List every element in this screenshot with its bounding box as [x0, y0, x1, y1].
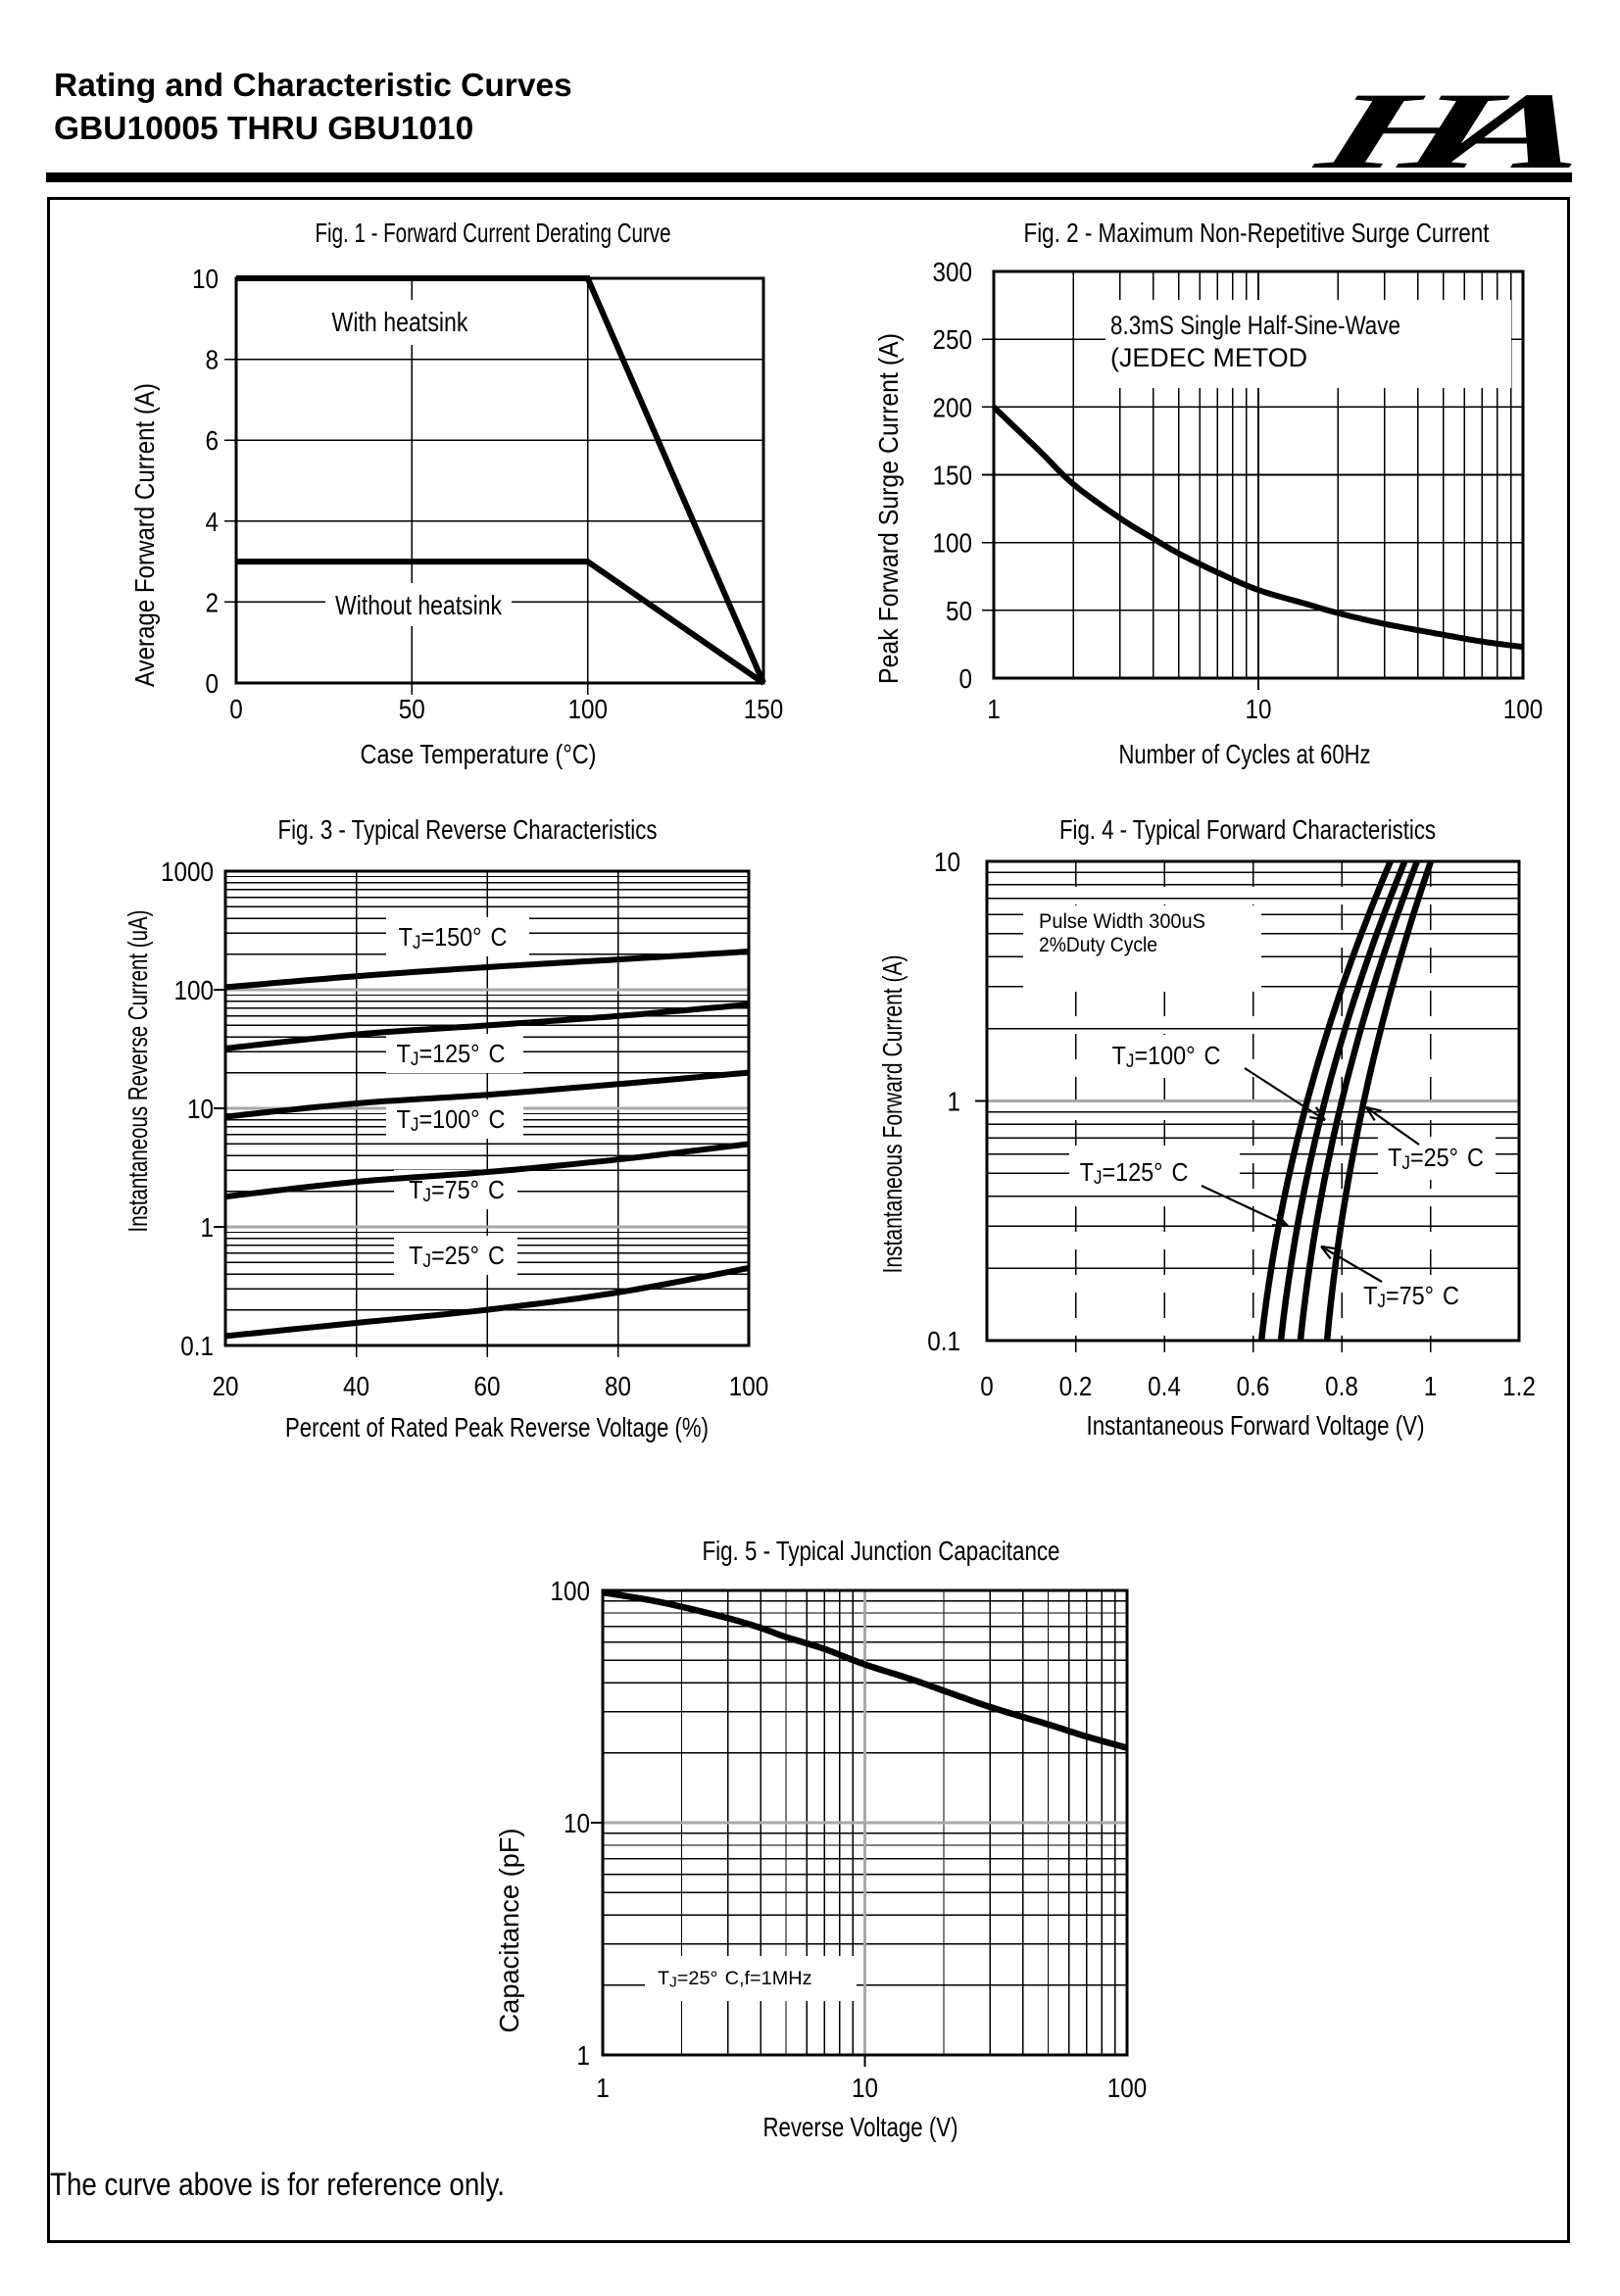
svg-text:4: 4 — [205, 506, 219, 537]
svg-text:100: 100 — [1107, 2072, 1147, 2103]
svg-text:Number of Cycles at 60Hz: Number of Cycles at 60Hz — [1119, 739, 1371, 769]
svg-text:300: 300 — [933, 256, 972, 287]
svg-text:0: 0 — [958, 662, 972, 694]
svg-text:1: 1 — [987, 693, 1001, 724]
svg-text:1: 1 — [1424, 1370, 1438, 1401]
svg-text:6: 6 — [205, 425, 219, 457]
svg-text:Fig. 3 - Typical Reverse Chara: Fig. 3 - Typical Reverse Characteristics — [278, 814, 658, 845]
svg-text:Fig. 2 - Maximum Non-Repetitiv: Fig. 2 - Maximum Non-Repetitive Surge Cu… — [1024, 218, 1490, 248]
svg-text:Instantaneous Forward Current: Instantaneous Forward Current (A) — [877, 955, 908, 1274]
svg-text:Case Temperature (°C): Case Temperature (°C) — [361, 739, 597, 769]
svg-text:100: 100 — [1503, 693, 1543, 724]
svg-text:1000: 1000 — [161, 855, 214, 887]
svg-text:0.8: 0.8 — [1325, 1370, 1358, 1401]
svg-text:Fig. 5 - Typical Junction Capa: Fig. 5 - Typical Junction Capacitance — [703, 1536, 1060, 1566]
svg-text:Reverse Voltage (V): Reverse Voltage (V) — [763, 2112, 958, 2142]
svg-text:Instantaneous Reverse Current: Instantaneous Reverse Current (uA) — [123, 910, 153, 1233]
svg-text:1: 1 — [576, 2039, 590, 2071]
svg-text:8: 8 — [205, 344, 219, 375]
svg-text:50: 50 — [946, 595, 972, 626]
svg-text:100: 100 — [933, 527, 972, 559]
svg-text:2: 2 — [205, 587, 219, 618]
svg-text:Percent of Rated Peak Reverse: Percent of Rated Peak Reverse Voltage (%… — [285, 1412, 709, 1442]
svg-text:1: 1 — [947, 1086, 960, 1117]
svg-text:200: 200 — [933, 392, 972, 423]
svg-text:(JEDEC METOD: (JEDEC METOD — [1110, 343, 1307, 372]
svg-text:0: 0 — [229, 693, 243, 724]
svg-text:With heatsink: With heatsink — [332, 307, 469, 337]
svg-text:Average Forward Current (A): Average Forward Current (A) — [129, 383, 160, 687]
svg-text:150: 150 — [744, 693, 783, 724]
svg-text:Peak Forward Surge Current (A): Peak Forward Surge Current (A) — [873, 333, 904, 684]
svg-text:0.2: 0.2 — [1059, 1370, 1093, 1401]
svg-text:80: 80 — [605, 1370, 631, 1401]
svg-text:0.1: 0.1 — [927, 1325, 960, 1356]
svg-text:10: 10 — [1246, 693, 1272, 724]
svg-text:150: 150 — [933, 460, 972, 491]
svg-text:0: 0 — [205, 667, 219, 699]
svg-text:0.6: 0.6 — [1237, 1370, 1270, 1401]
svg-text:0.4: 0.4 — [1148, 1370, 1181, 1401]
svg-text:1: 1 — [596, 2072, 610, 2103]
svg-text:100: 100 — [174, 974, 214, 1005]
svg-text:Without heatsink: Without heatsink — [335, 590, 503, 620]
svg-text:10: 10 — [852, 2072, 878, 2103]
svg-text:Pulse Width 300uS: Pulse Width 300uS — [1039, 910, 1205, 933]
svg-text:50: 50 — [399, 693, 425, 724]
svg-text:100: 100 — [551, 1575, 590, 1606]
svg-text:Fig. 1 - Forward Current Derat: Fig. 1 - Forward Current Derating Curve — [316, 218, 671, 248]
svg-text:0.1: 0.1 — [180, 1330, 214, 1361]
svg-text:20: 20 — [213, 1370, 239, 1401]
svg-text:250: 250 — [933, 324, 972, 356]
svg-text:1.2: 1.2 — [1502, 1370, 1536, 1401]
svg-text:10: 10 — [192, 263, 219, 294]
svg-text:TJ=25°C,f=1MHz: TJ=25° C,f=1MHz — [658, 1968, 812, 1990]
svg-text:GBU10005 THRU GBU1010: GBU10005 THRU GBU1010 — [54, 111, 473, 147]
svg-text:0: 0 — [980, 1370, 994, 1401]
svg-text:60: 60 — [474, 1370, 501, 1401]
svg-text:10: 10 — [187, 1093, 214, 1124]
svg-text:10: 10 — [934, 846, 960, 877]
svg-text:Fig. 4 - Typical Forward Chara: Fig. 4 - Typical Forward Characteristics — [1059, 814, 1436, 845]
svg-text:100: 100 — [567, 693, 607, 724]
svg-text:100: 100 — [729, 1370, 768, 1401]
svg-text:2%Duty Cycle: 2%Duty Cycle — [1039, 934, 1157, 956]
svg-text:Rating and Characteristic Curv: Rating and Characteristic Curves — [54, 68, 572, 104]
svg-text:The curve above is for referen: The curve above is for reference only. — [50, 2167, 505, 2202]
svg-text:1: 1 — [200, 1211, 214, 1243]
svg-text:10: 10 — [564, 1807, 590, 1838]
svg-text:8.3mS Single Half-Sine-Wave: 8.3mS Single Half-Sine-Wave — [1110, 311, 1400, 340]
svg-text:40: 40 — [343, 1370, 369, 1401]
svg-text:Instantaneous Forward Voltage: Instantaneous Forward Voltage (V) — [1087, 1410, 1425, 1441]
svg-text:Capacitance (pF): Capacitance (pF) — [494, 1829, 524, 2033]
